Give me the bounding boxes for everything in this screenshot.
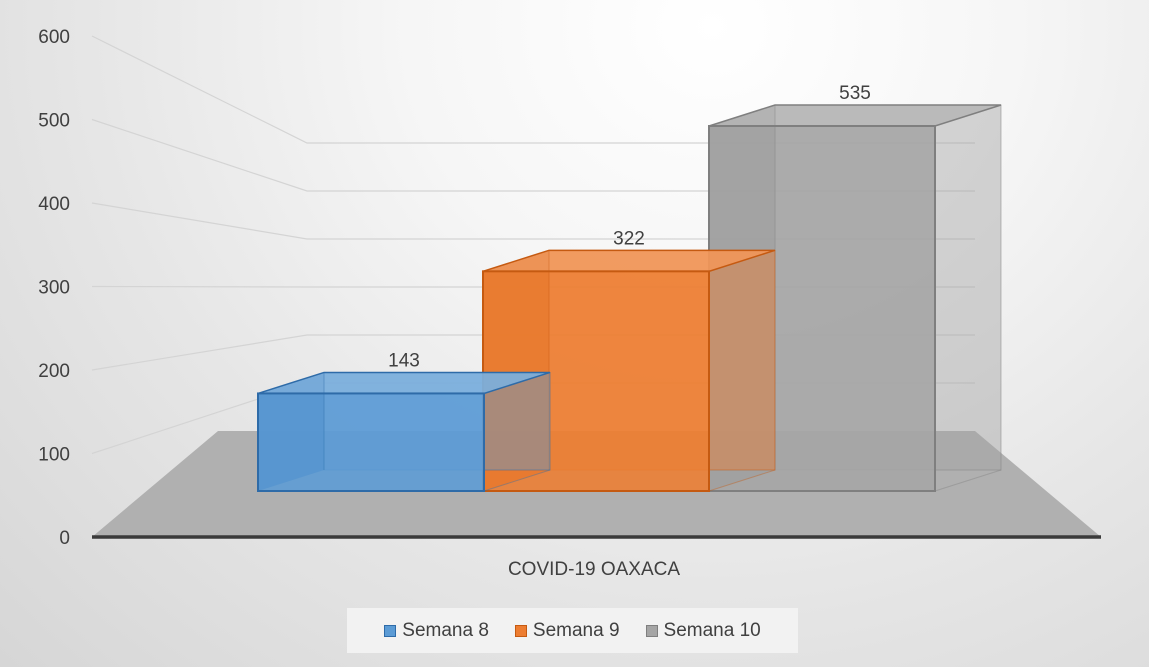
bar-semana-10: [708, 104, 1002, 492]
legend-item-semana-9[interactable]: Semana 9: [514, 619, 620, 642]
y-tick-label-100: 100: [38, 445, 70, 466]
legend-swatch-semana-10: [645, 624, 658, 637]
legend: Semana 8 Semana 9 Semana 10: [347, 608, 798, 653]
bars: [257, 104, 1002, 492]
legend-item-semana-10[interactable]: Semana 10: [645, 619, 761, 642]
y-tick-label-500: 500: [38, 111, 70, 132]
y-tick-label-300: 300: [38, 278, 70, 299]
y-tick-label-400: 400: [38, 194, 70, 215]
legend-label-semana-10: Semana 10: [663, 619, 761, 641]
bar-semana-8: [257, 371, 551, 492]
legend-label-semana-9: Semana 9: [532, 619, 620, 641]
legend-item-semana-8[interactable]: Semana 8: [384, 620, 489, 642]
legend-swatch-semana-8: [384, 624, 397, 637]
bar-edge-bottom-semana-9: [708, 469, 776, 492]
legend-label-semana-8: Semana 8: [402, 619, 489, 641]
y-tick-label-200: 200: [38, 361, 70, 382]
y-tick-label-600: 600: [38, 27, 70, 48]
bar-front-semana-10: [708, 125, 936, 492]
legend-swatch-semana-9: [514, 624, 527, 637]
bar-edge-bottom-semana-10: [934, 469, 1002, 492]
data-label-semana-10: 535: [839, 83, 871, 104]
y-tick-label-0: 0: [59, 528, 70, 549]
category-label: COVID-19 OAXACA: [508, 559, 680, 580]
bar-front-semana-8: [257, 392, 485, 492]
data-label-semana-8: 143: [388, 350, 420, 371]
bar-semana-9: [482, 249, 776, 492]
axes: 0 100 200 300 400 500 600 COVID-19 OAXACA 143 322…: [38, 27, 1101, 580]
data-label-semana-9: 322: [613, 228, 645, 249]
bar-edge-bottom-semana-8: [483, 469, 551, 492]
